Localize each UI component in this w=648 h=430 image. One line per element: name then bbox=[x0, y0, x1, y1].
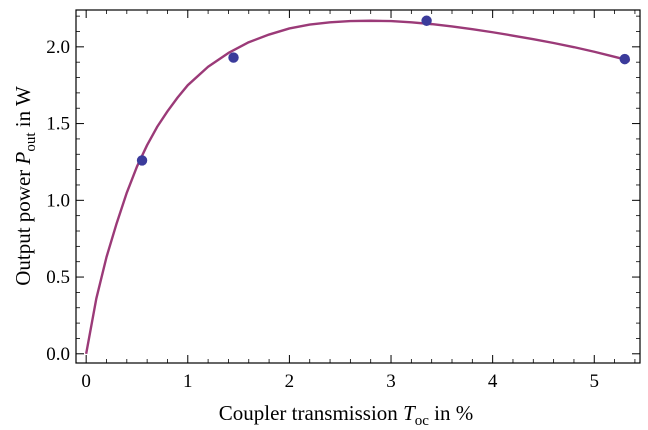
tick-labels: 0 1 2 3 4 5 0.0 0.5 1.0 1.5 2.0 bbox=[46, 37, 599, 392]
x-tick-label: 1 bbox=[183, 371, 193, 392]
ticks bbox=[76, 10, 640, 363]
data-point bbox=[228, 52, 239, 63]
data-point bbox=[619, 53, 630, 65]
x-axis-title: Coupler transmission Toc in % bbox=[219, 401, 474, 429]
fit-curve bbox=[84, 19, 631, 355]
x-tick-label: 3 bbox=[386, 371, 396, 392]
y-axis-title: Output power Pout in W bbox=[11, 86, 39, 286]
data-point bbox=[421, 15, 432, 26]
x-tick-label: 4 bbox=[488, 371, 498, 392]
x-tick-label: 2 bbox=[285, 371, 295, 392]
y-tick-label: 0.5 bbox=[46, 267, 70, 288]
y-tick-label: 2.0 bbox=[46, 37, 70, 58]
y-tick-label: 1.0 bbox=[46, 190, 70, 211]
series-layer bbox=[84, 15, 631, 355]
y-tick-label: 1.5 bbox=[46, 114, 70, 135]
x-tick-label: 5 bbox=[590, 371, 600, 392]
y-tick-label: 0.0 bbox=[46, 344, 70, 365]
data-point bbox=[136, 155, 148, 166]
plot-frame bbox=[75, 9, 641, 364]
x-tick-label: 0 bbox=[81, 371, 91, 392]
